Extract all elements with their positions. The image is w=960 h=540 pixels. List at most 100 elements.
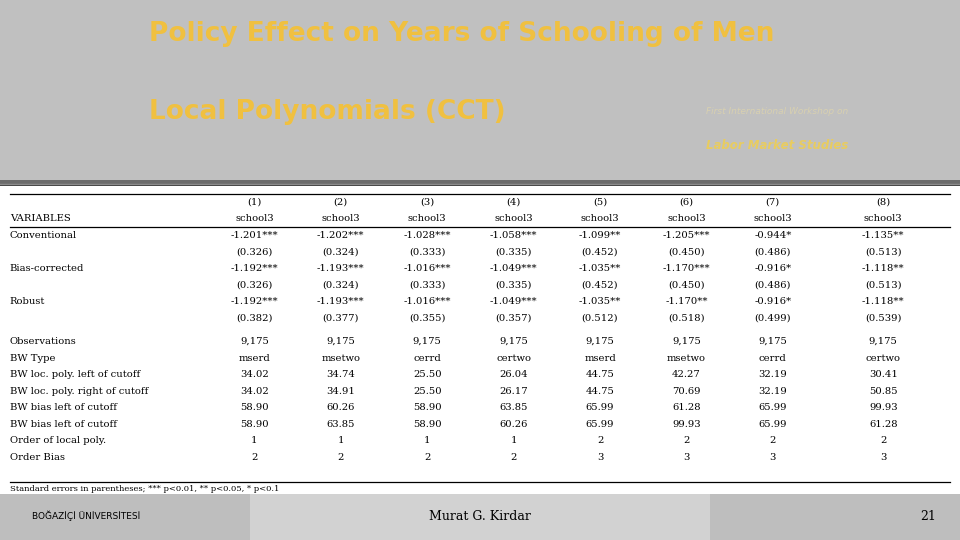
Text: -0.944*: -0.944* xyxy=(755,231,791,240)
Bar xyxy=(0,182,960,185)
Text: -1.016***: -1.016*** xyxy=(403,296,451,306)
Text: Policy Effect on Years of Schooling of Men: Policy Effect on Years of Schooling of M… xyxy=(149,21,774,46)
Bar xyxy=(0,183,960,186)
Text: (0.377): (0.377) xyxy=(323,313,359,322)
Bar xyxy=(0,183,960,186)
Bar xyxy=(0,182,960,185)
Text: 63.85: 63.85 xyxy=(326,420,355,429)
Text: 60.26: 60.26 xyxy=(499,420,528,429)
Bar xyxy=(0,180,960,184)
Text: (0.335): (0.335) xyxy=(495,280,532,289)
Text: 65.99: 65.99 xyxy=(586,420,614,429)
Text: -0.916*: -0.916* xyxy=(755,296,791,306)
Text: Order Bias: Order Bias xyxy=(10,453,64,462)
Bar xyxy=(0,183,960,185)
Text: -1.035**: -1.035** xyxy=(579,296,621,306)
Text: Order of local poly.: Order of local poly. xyxy=(10,436,106,445)
Text: (6): (6) xyxy=(680,198,693,207)
Text: school3: school3 xyxy=(864,214,902,223)
Text: 9,175: 9,175 xyxy=(326,337,355,346)
Bar xyxy=(0,180,960,184)
Text: 2: 2 xyxy=(511,453,516,462)
Bar xyxy=(0,181,960,185)
Text: school3: school3 xyxy=(494,214,533,223)
Bar xyxy=(0,180,960,184)
Bar xyxy=(0,181,960,184)
Text: 2: 2 xyxy=(684,436,689,445)
Text: (0.513): (0.513) xyxy=(865,280,901,289)
Bar xyxy=(0,182,960,185)
Text: (0.518): (0.518) xyxy=(668,313,705,322)
Bar xyxy=(0,183,960,186)
Text: -1.049***: -1.049*** xyxy=(490,264,538,273)
Text: msetwo: msetwo xyxy=(667,354,706,362)
Text: 32.19: 32.19 xyxy=(758,370,787,379)
Text: mserd: mserd xyxy=(584,354,616,362)
Text: (0.450): (0.450) xyxy=(668,247,705,256)
Text: 65.99: 65.99 xyxy=(758,403,787,412)
Text: (0.324): (0.324) xyxy=(323,247,359,256)
Text: 65.99: 65.99 xyxy=(586,403,614,412)
Text: 65.99: 65.99 xyxy=(758,420,787,429)
Text: 1: 1 xyxy=(424,436,430,445)
Text: -1.193***: -1.193*** xyxy=(317,296,365,306)
Text: (0.513): (0.513) xyxy=(865,247,901,256)
Text: BOĞAZİÇİ ÜNİVERSİTESİ: BOĞAZİÇİ ÜNİVERSİTESİ xyxy=(33,511,140,522)
Bar xyxy=(0,182,960,185)
Text: Bias-corrected: Bias-corrected xyxy=(10,264,84,273)
Text: (0.499): (0.499) xyxy=(755,313,791,322)
Text: 99.93: 99.93 xyxy=(672,420,701,429)
Text: mserd: mserd xyxy=(238,354,271,362)
Bar xyxy=(0,181,960,184)
Text: Murat G. Kirdar: Murat G. Kirdar xyxy=(429,510,531,523)
Bar xyxy=(0,180,960,183)
Bar xyxy=(0,181,960,184)
Bar xyxy=(0,181,960,184)
Bar xyxy=(0,181,960,184)
Bar xyxy=(0,183,960,186)
Text: 3: 3 xyxy=(684,453,689,462)
Text: (0.382): (0.382) xyxy=(236,313,273,322)
Text: (0.452): (0.452) xyxy=(582,280,618,289)
Text: -1.099**: -1.099** xyxy=(579,231,621,240)
Text: 63.85: 63.85 xyxy=(499,403,528,412)
Text: 58.90: 58.90 xyxy=(413,403,442,412)
Bar xyxy=(0,183,960,186)
Text: 26.17: 26.17 xyxy=(499,387,528,396)
Bar xyxy=(0,183,960,186)
Text: 58.90: 58.90 xyxy=(240,403,269,412)
Bar xyxy=(0,181,960,185)
Text: 9,175: 9,175 xyxy=(240,337,269,346)
Text: (4): (4) xyxy=(507,198,520,207)
Bar xyxy=(0,181,960,184)
Text: Labor Market Studies: Labor Market Studies xyxy=(706,139,848,152)
Bar xyxy=(0,181,960,184)
Text: (0.326): (0.326) xyxy=(236,247,273,256)
Text: First International Workshop on: First International Workshop on xyxy=(706,107,848,116)
Text: 30.41: 30.41 xyxy=(869,370,898,379)
Text: 25.50: 25.50 xyxy=(413,370,442,379)
Text: certwo: certwo xyxy=(866,354,900,362)
Bar xyxy=(0,183,960,186)
Bar xyxy=(0,183,960,185)
Bar xyxy=(0,181,960,185)
Text: 3: 3 xyxy=(597,453,603,462)
Text: -1.058***: -1.058*** xyxy=(490,231,538,240)
Bar xyxy=(0,181,960,184)
Text: -1.202***: -1.202*** xyxy=(317,231,365,240)
Text: 34.02: 34.02 xyxy=(240,387,269,396)
Text: -1.028***: -1.028*** xyxy=(403,231,451,240)
Bar xyxy=(0,182,960,185)
Text: school3: school3 xyxy=(408,214,446,223)
Text: 60.26: 60.26 xyxy=(326,403,355,412)
Bar xyxy=(0,181,960,185)
Bar xyxy=(0,183,960,186)
Bar xyxy=(0,180,960,184)
Text: 1: 1 xyxy=(511,436,516,445)
Bar xyxy=(0,181,960,185)
Text: 58.90: 58.90 xyxy=(240,420,269,429)
Text: VARIABLES: VARIABLES xyxy=(10,214,70,223)
Text: 9,175: 9,175 xyxy=(672,337,701,346)
Bar xyxy=(0,180,960,184)
Text: BW bias left of cutoff: BW bias left of cutoff xyxy=(10,420,116,429)
